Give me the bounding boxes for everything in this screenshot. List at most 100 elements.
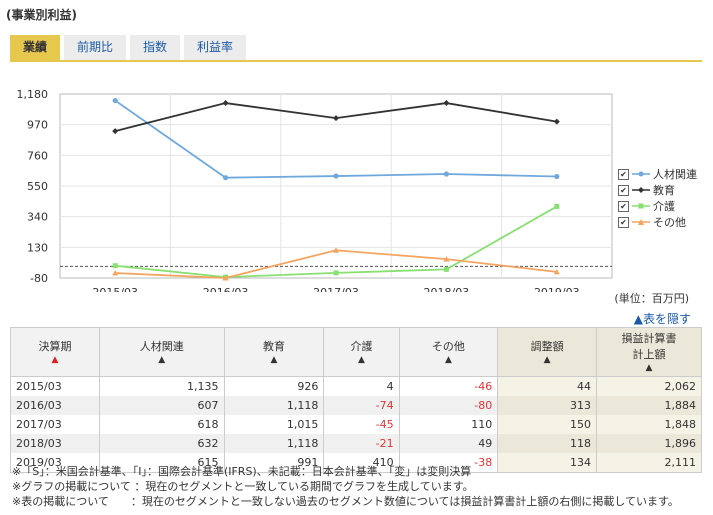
col-header-kaigo[interactable]: 介護 ▲ bbox=[323, 327, 400, 377]
table-cell: 607 bbox=[99, 396, 225, 415]
sort-icon[interactable]: ▲ bbox=[358, 355, 365, 365]
x-tick-label: 2016/03 bbox=[203, 286, 249, 292]
y-tick-label: 760 bbox=[27, 149, 48, 162]
table-cell: 4 bbox=[323, 376, 400, 396]
table-cell: 1,848 bbox=[596, 415, 702, 434]
legend-item-kaigo[interactable]: ✔ 介護 bbox=[618, 198, 697, 214]
table-cell: 1,884 bbox=[596, 396, 702, 415]
table-cell: 410 bbox=[323, 453, 400, 473]
data-point bbox=[223, 175, 229, 181]
tab-yoy[interactable]: 前期比 bbox=[64, 35, 127, 60]
tab-bar: 業績 前期比 指数 利益率 bbox=[10, 35, 250, 60]
y-tick-label: 550 bbox=[27, 180, 48, 193]
sort-asc-icon[interactable]: ▲ bbox=[51, 355, 59, 365]
table-cell: 313 bbox=[497, 396, 597, 415]
table-row: 2017/03 618 1,015 -45 110 150 1,848 bbox=[10, 415, 702, 434]
checkbox-icon[interactable]: ✔ bbox=[618, 216, 629, 228]
data-point bbox=[112, 263, 118, 269]
data-point bbox=[443, 256, 450, 262]
legend-label: 介護 bbox=[653, 200, 675, 213]
x-tick-label: 2019/03 bbox=[534, 286, 580, 292]
table-cell: -21 bbox=[323, 434, 400, 453]
legend-label: 教育 bbox=[653, 184, 675, 197]
data-point bbox=[333, 247, 339, 253]
y-tick-label: 340 bbox=[27, 211, 48, 224]
legend-marker-icon bbox=[632, 203, 650, 209]
checkbox-icon[interactable]: ✔ bbox=[618, 168, 629, 180]
x-tick-label: 2017/03 bbox=[313, 286, 359, 292]
legend-item-kyoiku[interactable]: ✔ 教育 bbox=[618, 182, 697, 198]
tab-margin[interactable]: 利益率 bbox=[184, 35, 247, 60]
data-table: 決算期 ▲ 人材関連 ▲ 教育 ▲ 介護 ▲ その他 ▲ 調整額 ▲ 損益計算書 計上額 ▲ 2… bbox=[10, 327, 702, 473]
x-tick-label: 2018/03 bbox=[424, 286, 470, 292]
col-header-pl-total[interactable]: 損益計算書 計上額 ▲ bbox=[596, 327, 702, 377]
chart-legend: ✔ 人材関連 ✔ 教育 ✔ 介護 ✔ その他 bbox=[618, 166, 697, 230]
table-cell: -38 bbox=[398, 453, 499, 473]
data-point bbox=[554, 203, 560, 209]
hide-table-link[interactable]: ▲表を隠す bbox=[633, 312, 691, 326]
section-title: (事業別利益) bbox=[6, 8, 77, 22]
table-row: 2019/03 615 991 410 -38 134 2,111 bbox=[10, 453, 702, 473]
table-cell: 991 bbox=[223, 453, 325, 473]
data-point bbox=[112, 270, 119, 276]
table-cell: 1,118 bbox=[223, 396, 325, 415]
table-row: 2015/03 1,135 926 4 -46 44 2,062 bbox=[10, 376, 702, 396]
table-cell: 2016/03 bbox=[10, 396, 100, 415]
table-cell: 134 bbox=[497, 453, 597, 473]
data-point bbox=[443, 100, 450, 107]
checkbox-icon[interactable]: ✔ bbox=[618, 184, 629, 196]
table-cell: 118 bbox=[497, 434, 597, 453]
sort-icon[interactable]: ▲ bbox=[158, 355, 166, 365]
table-cell: 2,062 bbox=[596, 376, 702, 396]
sort-icon[interactable]: ▲ bbox=[543, 355, 551, 365]
sort-icon[interactable]: ▲ bbox=[645, 363, 653, 373]
data-point bbox=[333, 173, 339, 179]
table-cell: 1,118 bbox=[223, 434, 325, 453]
y-tick-label: 970 bbox=[27, 119, 48, 132]
legend-item-jinzai[interactable]: ✔ 人材関連 bbox=[618, 166, 697, 182]
footnote: ※グラフの掲載について ：現在のセグメントと一致している期間でグラフを生成してい… bbox=[12, 480, 474, 493]
legend-label: 人材関連 bbox=[653, 168, 697, 181]
data-point bbox=[554, 173, 560, 180]
table-cell: 2017/03 bbox=[10, 415, 100, 434]
data-point bbox=[112, 128, 119, 135]
data-point bbox=[333, 115, 339, 122]
table-cell: 49 bbox=[398, 434, 499, 453]
legend-marker-icon bbox=[632, 187, 650, 193]
table-cell: 618 bbox=[99, 415, 225, 434]
legend-label: その他 bbox=[653, 216, 686, 229]
col-header-jinzai[interactable]: 人材関連 ▲ bbox=[99, 327, 225, 377]
y-tick-label: 130 bbox=[27, 241, 48, 254]
legend-item-sonota[interactable]: ✔ その他 bbox=[618, 214, 697, 230]
data-point bbox=[333, 270, 339, 276]
legend-marker-icon bbox=[632, 219, 650, 225]
footnote: ※「S」：米国会計基準、「I」：国際会計基準(IFRS)、未記載：日本会計基準、… bbox=[12, 465, 472, 478]
data-point bbox=[112, 97, 118, 104]
y-tick-label: 1,180 bbox=[17, 88, 49, 101]
footnotes: ※「S」：米国会計基準、「I」：国際会計基準(IFRS)、未記載：日本会計基準、… bbox=[12, 464, 679, 509]
sort-icon[interactable]: ▲ bbox=[270, 355, 278, 365]
tab-index[interactable]: 指数 bbox=[130, 35, 181, 60]
footnote: ※表の掲載について ：現在のセグメントと一致しない過去のセグメント数値については… bbox=[12, 495, 679, 508]
table-cell: 632 bbox=[99, 434, 225, 453]
table-cell: 110 bbox=[398, 415, 499, 434]
table-cell: 150 bbox=[497, 415, 597, 434]
legend-marker-icon bbox=[632, 171, 650, 177]
checkbox-icon[interactable]: ✔ bbox=[618, 200, 629, 212]
col-header-adjustment[interactable]: 調整額 ▲ bbox=[497, 327, 597, 377]
data-point bbox=[222, 100, 229, 107]
y-tick-label: -80 bbox=[30, 272, 48, 285]
table-cell: -74 bbox=[323, 396, 400, 415]
line-chart: 1,180 970 760 550 340 130 -80 2015/03 2016/03 201… bbox=[17, 88, 613, 292]
table-cell: -80 bbox=[398, 396, 499, 415]
table-cell: 1,896 bbox=[596, 434, 702, 453]
col-header-sonota[interactable]: その他 ▲ bbox=[398, 327, 499, 377]
table-cell: -46 bbox=[398, 376, 499, 396]
tab-results[interactable]: 業績 bbox=[10, 35, 61, 60]
data-point bbox=[553, 268, 560, 275]
x-tick-label: 2015/03 bbox=[92, 286, 138, 292]
col-header-kyoiku[interactable]: 教育 ▲ bbox=[223, 327, 325, 377]
data-point bbox=[222, 275, 229, 281]
sort-icon[interactable]: ▲ bbox=[444, 355, 452, 365]
col-header-period[interactable]: 決算期 ▲ bbox=[10, 327, 100, 377]
